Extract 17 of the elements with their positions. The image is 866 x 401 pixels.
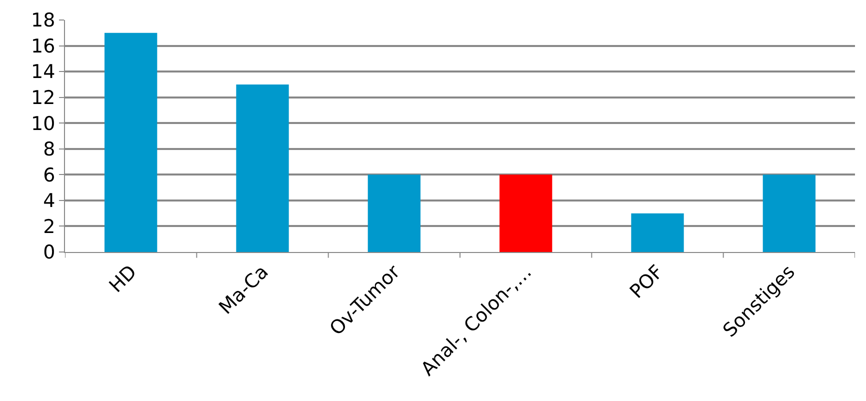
bar (631, 213, 684, 252)
bar (236, 84, 289, 252)
x-tick-label: HD (105, 260, 142, 298)
y-tick-label: 0 (43, 242, 56, 264)
y-tick-label: 14 (31, 61, 56, 84)
bar (368, 174, 420, 252)
bar (500, 174, 552, 252)
y-tick-label: 4 (43, 190, 56, 212)
y-tick-label: 10 (31, 112, 56, 135)
y-tick-label: 6 (43, 164, 56, 186)
y-tick-label: 18 (31, 10, 56, 32)
bar (104, 32, 158, 252)
y-tick-label: 12 (31, 86, 56, 109)
y-tick-label: 8 (43, 138, 56, 161)
y-tick-label: 2 (43, 216, 56, 238)
bar (762, 174, 816, 252)
y-tick-label: 16 (31, 35, 56, 58)
